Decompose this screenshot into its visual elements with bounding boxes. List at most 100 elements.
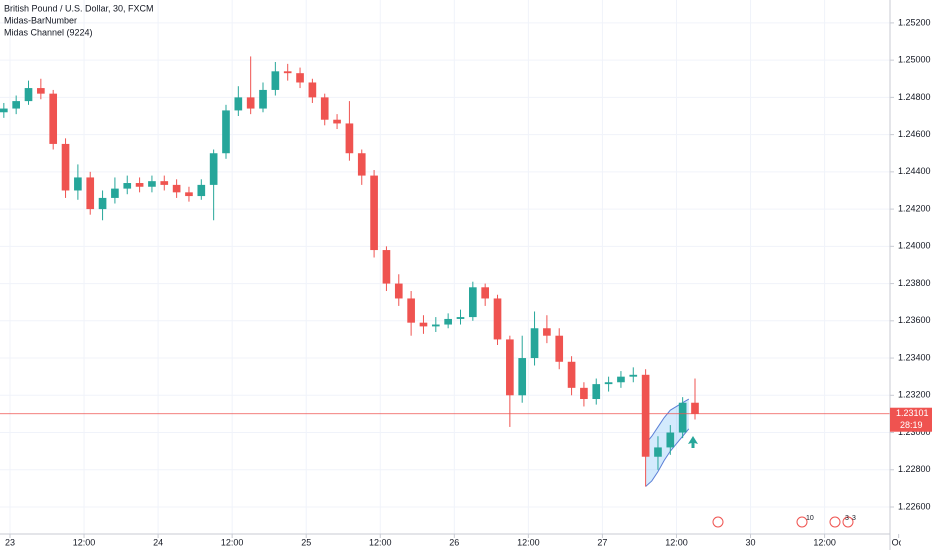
candle-body — [394, 283, 403, 299]
candle-body — [222, 110, 230, 154]
candle-body — [185, 192, 193, 197]
candle-body — [543, 328, 551, 336]
candle-body — [493, 298, 502, 340]
candle-body — [148, 181, 156, 187]
y-tick-label: 1.23200 — [898, 390, 931, 400]
candle-body — [259, 89, 267, 109]
events: 10 3 3 — [712, 515, 856, 528]
event-icon — [842, 516, 854, 528]
candle-body — [456, 317, 465, 319]
candle-body — [357, 153, 366, 176]
candle-body — [666, 432, 675, 448]
candle-body — [0, 108, 8, 113]
signal-arrow — [688, 436, 698, 448]
x-tick-label: 12:00 — [369, 537, 392, 547]
x-tick-label: 12:00 — [517, 537, 540, 547]
candle-body — [320, 97, 329, 120]
candle-body — [530, 328, 539, 359]
y-tick-label: 1.25000 — [898, 55, 931, 65]
candle-body — [370, 175, 378, 251]
x-tick-label: Oct — [892, 537, 907, 547]
candle-body — [37, 88, 45, 94]
candle-body — [469, 287, 477, 318]
x-tick-label: 25 — [301, 537, 311, 547]
y-tick-label: 1.24600 — [898, 129, 931, 139]
candle-body — [12, 101, 20, 109]
y-tick-label: 1.23800 — [898, 278, 931, 288]
candle-body — [382, 250, 391, 284]
candle-body — [592, 384, 601, 400]
price-axis-panel — [901, 0, 932, 550]
grid — [0, 0, 890, 534]
y-tick-label: 1.22800 — [898, 464, 931, 474]
event-icon — [829, 516, 841, 528]
candle-body — [641, 374, 650, 457]
event-count: 10 — [806, 515, 814, 522]
candle-body — [246, 97, 255, 109]
candle-body — [481, 287, 490, 299]
x-tick-label: 30 — [746, 537, 756, 547]
x-tick-label: 27 — [597, 537, 607, 547]
candle-body — [345, 123, 354, 154]
y-tick-label: 1.24400 — [898, 166, 931, 176]
candle-body — [209, 153, 218, 185]
event-icon — [796, 516, 808, 528]
candle-body — [296, 73, 304, 83]
candle-body — [691, 402, 699, 414]
plot — [0, 56, 890, 487]
candle-body — [555, 335, 564, 362]
candle-body — [567, 361, 576, 388]
y-tick-label: 1.23400 — [898, 352, 931, 362]
candle-body — [518, 358, 527, 396]
y-axis: 1.25200 1.25000 1.24800 1.24600 1.24400 1.242… — [890, 17, 932, 511]
last-price-label: 1.23101 — [896, 408, 929, 418]
candle-body — [444, 318, 452, 325]
candle-body — [419, 322, 428, 327]
candle-body — [24, 88, 33, 102]
x-tick-label: 12:00 — [813, 537, 836, 547]
x-axis: 23 12:00 24 12:00 25 12:00 26 12:00 27 12:00 30 12:… — [5, 534, 906, 547]
y-tick-label: 1.23000 — [898, 427, 931, 437]
indicator-label: Midas-BarNumber — [4, 15, 77, 25]
event-icon — [712, 516, 724, 528]
candle-body — [407, 298, 415, 323]
candle-body — [74, 177, 82, 191]
event-count: 3 — [852, 515, 856, 522]
x-tick-label: 12:00 — [73, 537, 96, 547]
y-tick-label: 1.25200 — [898, 17, 931, 27]
y-tick-label: 1.24000 — [898, 241, 931, 251]
candle-body — [271, 71, 280, 90]
candle-body — [61, 143, 70, 191]
candle-body — [283, 71, 292, 74]
candle-body — [333, 119, 341, 124]
candle-body — [86, 177, 95, 210]
countdown-label: 28:19 — [900, 420, 923, 430]
y-tick-label: 1.24200 — [898, 203, 931, 213]
candle-body — [135, 183, 144, 187]
x-tick-label: 24 — [153, 537, 163, 547]
candle-body — [49, 93, 58, 144]
candle-body — [160, 181, 169, 185]
indicator-label: Midas Channel (9224) — [4, 27, 93, 37]
last-price-box — [890, 407, 932, 432]
channel-lower — [645, 428, 690, 487]
x-tick-label: 23 — [5, 537, 15, 547]
candle-body — [678, 402, 687, 433]
candle-body — [431, 324, 440, 327]
candle-body — [308, 82, 317, 98]
x-tick-label: 12:00 — [665, 537, 688, 547]
candle-body — [111, 188, 119, 198]
candle-body — [172, 184, 181, 193]
candle-body — [98, 197, 107, 210]
y-tick-label: 1.23600 — [898, 315, 931, 325]
candle-body — [197, 184, 206, 197]
candle-body — [604, 382, 613, 385]
event-count: 3 — [845, 515, 849, 522]
candle-body — [654, 447, 662, 457]
y-tick-label: 1.22600 — [898, 501, 931, 511]
x-tick-label: 26 — [449, 537, 459, 547]
x-tick-label: 12:00 — [221, 537, 244, 547]
candle-body — [123, 183, 132, 189]
